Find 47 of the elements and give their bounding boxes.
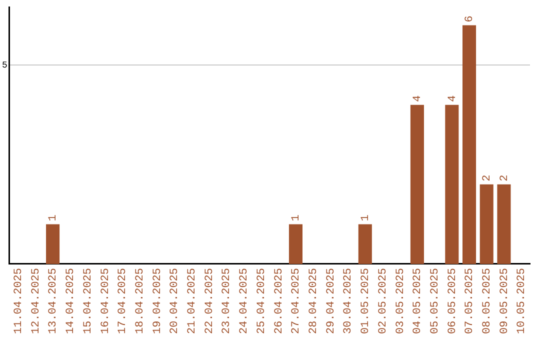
x-tick-label: 24.04.2025 [238, 268, 251, 334]
x-tick-label: 29.04.2025 [325, 268, 338, 334]
x-tick-label: 12.04.2025 [30, 268, 42, 334]
x-tick-label: 13.04.2025 [48, 268, 60, 334]
bar [462, 25, 476, 264]
data-label: 1 [360, 214, 372, 222]
bar [288, 224, 302, 264]
x-tick-label: 02.05.2025 [377, 268, 390, 334]
data-label: 4 [412, 94, 424, 102]
x-tick-label: 11.04.2025 [12, 268, 25, 334]
x-tick-label: 23.04.2025 [221, 268, 234, 334]
x-tick-label: 18.04.2025 [134, 268, 146, 334]
x-tick-label: 01.05.2025 [360, 268, 372, 334]
x-tick-label: 09.05.2025 [498, 268, 511, 334]
x-tick-label: 14.04.2025 [65, 268, 78, 334]
data-label: 6 [464, 16, 476, 22]
x-tick-label: 22.04.2025 [204, 268, 216, 334]
x-tick-label: 05.05.2025 [429, 268, 442, 334]
bar [46, 224, 60, 264]
bar [497, 184, 511, 264]
x-tick-label: 20.04.2025 [169, 268, 182, 334]
x-tick-label: 03.05.2025 [394, 268, 407, 334]
data-label: 4 [446, 94, 459, 102]
bar [480, 184, 494, 264]
x-tick-label: 10.05.2025 [516, 268, 528, 334]
bar [445, 104, 459, 264]
x-tick-label: 30.04.2025 [342, 268, 355, 334]
x-tick-label: 19.04.2025 [152, 268, 164, 334]
x-tick-label: 25.04.2025 [256, 268, 268, 334]
y-tick-label: 5 [2, 60, 8, 70]
x-tick-label: 08.05.2025 [482, 268, 494, 334]
x-tick-label: 07.05.2025 [464, 268, 476, 334]
x-tick-label: 16.04.2025 [100, 268, 112, 334]
bar [358, 224, 372, 264]
data-label: 1 [48, 214, 60, 222]
x-tick-label: 17.04.2025 [117, 268, 130, 334]
data-label: 1 [290, 214, 303, 222]
x-tick-label: 06.05.2025 [446, 268, 459, 334]
x-tick-label: 28.04.2025 [308, 268, 320, 334]
x-tick-label: 04.05.2025 [412, 268, 424, 334]
x-tick-label: 27.04.2025 [290, 268, 303, 334]
data-label: 2 [498, 174, 511, 182]
bar [410, 104, 424, 264]
x-tick-label: 26.04.2025 [273, 268, 286, 334]
data-label: 2 [482, 174, 494, 182]
x-tick-label: 15.04.2025 [82, 268, 94, 334]
x-tick-label: 21.04.2025 [186, 268, 199, 334]
